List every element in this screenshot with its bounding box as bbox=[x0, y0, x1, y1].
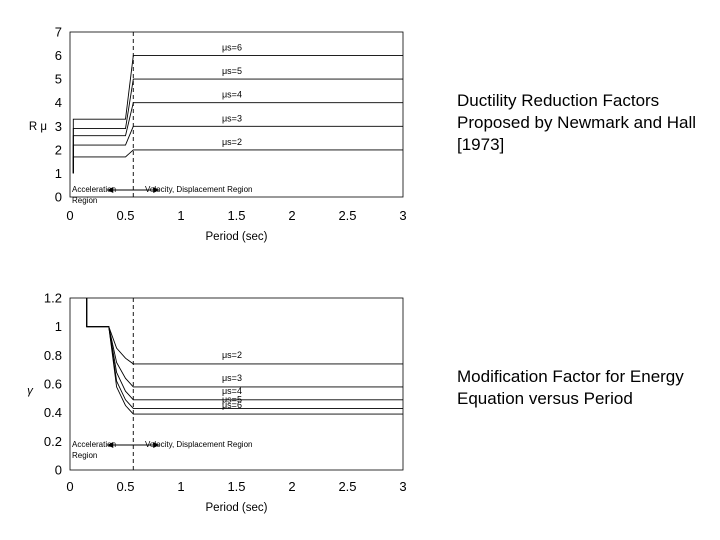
chart1-x-tick-label: 2.5 bbox=[338, 208, 356, 223]
chart2-y-tick-label: 0 bbox=[55, 463, 62, 478]
chart2-y-tick-label: 0.8 bbox=[44, 348, 62, 363]
chart1-series-line bbox=[72, 149, 403, 174]
chart1-region-arrowhead-left bbox=[107, 187, 114, 193]
chart2-series-label: μs=5 bbox=[222, 394, 242, 404]
chart1-y-tick-label: 4 bbox=[55, 95, 62, 110]
chart2-acceleration-region-label-line2: Region bbox=[72, 451, 97, 460]
chart2-region-arrowhead-left bbox=[107, 442, 114, 448]
chart2-series-label: μs=4 bbox=[222, 386, 242, 396]
top-chart-caption: Ductility Reduction Factors Proposed by … bbox=[457, 91, 697, 154]
chart2-region-arrowhead-right bbox=[153, 442, 160, 448]
chart1-y-tick-label: 5 bbox=[55, 72, 62, 87]
chart2-series-line bbox=[86, 298, 403, 365]
chart2-y-tick-label: 0.4 bbox=[44, 405, 62, 420]
chart1-x-tick-label: 0 bbox=[66, 208, 73, 223]
chart1-y-tick-label: 0 bbox=[55, 190, 62, 205]
chart2-series-line bbox=[86, 298, 403, 388]
chart1-x-tick-label: 0.5 bbox=[116, 208, 134, 223]
chart2-y-axis-title: γ bbox=[27, 385, 34, 397]
chart2-x-tick-label: 1 bbox=[177, 479, 184, 494]
chart1-x-tick-label: 3 bbox=[399, 208, 406, 223]
chart1-y-tick-label: 2 bbox=[55, 142, 62, 157]
chart2-series-label: μs=3 bbox=[222, 373, 242, 383]
bottom-chart-caption: Modification Factor for Energy Equation … bbox=[457, 367, 684, 408]
chart1-y-tick-label: 7 bbox=[55, 25, 62, 40]
chart2-plot-frame bbox=[69, 297, 404, 471]
chart1-x-tick-label: 1.5 bbox=[227, 208, 245, 223]
chart1-y-tick-label: 1 bbox=[55, 166, 62, 181]
chart2-y-tick-label: 0.6 bbox=[44, 377, 62, 392]
chart2-velocity-region-label: Velocity, Displacement Region bbox=[145, 440, 252, 449]
chart2-series-label: μs=6 bbox=[222, 400, 242, 410]
chart1-series-label: μs=6 bbox=[222, 43, 242, 53]
chart1-series-line bbox=[72, 55, 403, 174]
chart1-x-tick-label: 1 bbox=[177, 208, 184, 223]
chart1-acceleration-region-label-line1: Acceleration bbox=[72, 185, 116, 194]
chart1-series-label: μs=4 bbox=[222, 90, 242, 100]
chart2-acceleration-region-label-line1: Acceleration bbox=[72, 440, 116, 449]
chart1-velocity-region-label: Velocity, Displacement Region bbox=[145, 185, 252, 194]
chart1-y-tick-label: 3 bbox=[55, 119, 62, 134]
chart1-x-tick-label: 2 bbox=[288, 208, 295, 223]
chart2-series-line bbox=[86, 298, 403, 409]
chart2-y-tick-label: 1 bbox=[55, 319, 62, 334]
chart1-region-arrowhead-right bbox=[153, 187, 160, 193]
chart2-x-tick-label: 2.5 bbox=[338, 479, 356, 494]
chart1-plot-frame bbox=[69, 31, 404, 198]
chart2-x-tick-label: 3 bbox=[399, 479, 406, 494]
chart2-x-axis-title: Period (sec) bbox=[206, 502, 268, 514]
chart2-series-label: μs=2 bbox=[222, 350, 242, 360]
chart1-y-tick-label: 6 bbox=[55, 48, 62, 63]
chart1-y-axis-title: R μ bbox=[29, 121, 47, 133]
chart1-acceleration-region-label-line2: Region bbox=[72, 196, 97, 205]
chart2-y-tick-label: 0.2 bbox=[44, 434, 62, 449]
chart1-series-label: μs=5 bbox=[222, 66, 242, 76]
chart2-y-tick-label: 1.2 bbox=[44, 291, 62, 306]
chart1-x-axis-title: Period (sec) bbox=[206, 231, 268, 243]
chart2-series-line bbox=[86, 298, 403, 401]
chart1-series-label: μs=2 bbox=[222, 137, 242, 147]
chart2-x-tick-label: 2 bbox=[288, 479, 295, 494]
chart2-x-tick-label: 0.5 bbox=[116, 479, 134, 494]
chart1-series-label: μs=3 bbox=[222, 113, 242, 123]
chart2-series-line bbox=[86, 298, 403, 415]
chart2-x-tick-label: 0 bbox=[66, 479, 73, 494]
chart2-x-tick-label: 1.5 bbox=[227, 479, 245, 494]
